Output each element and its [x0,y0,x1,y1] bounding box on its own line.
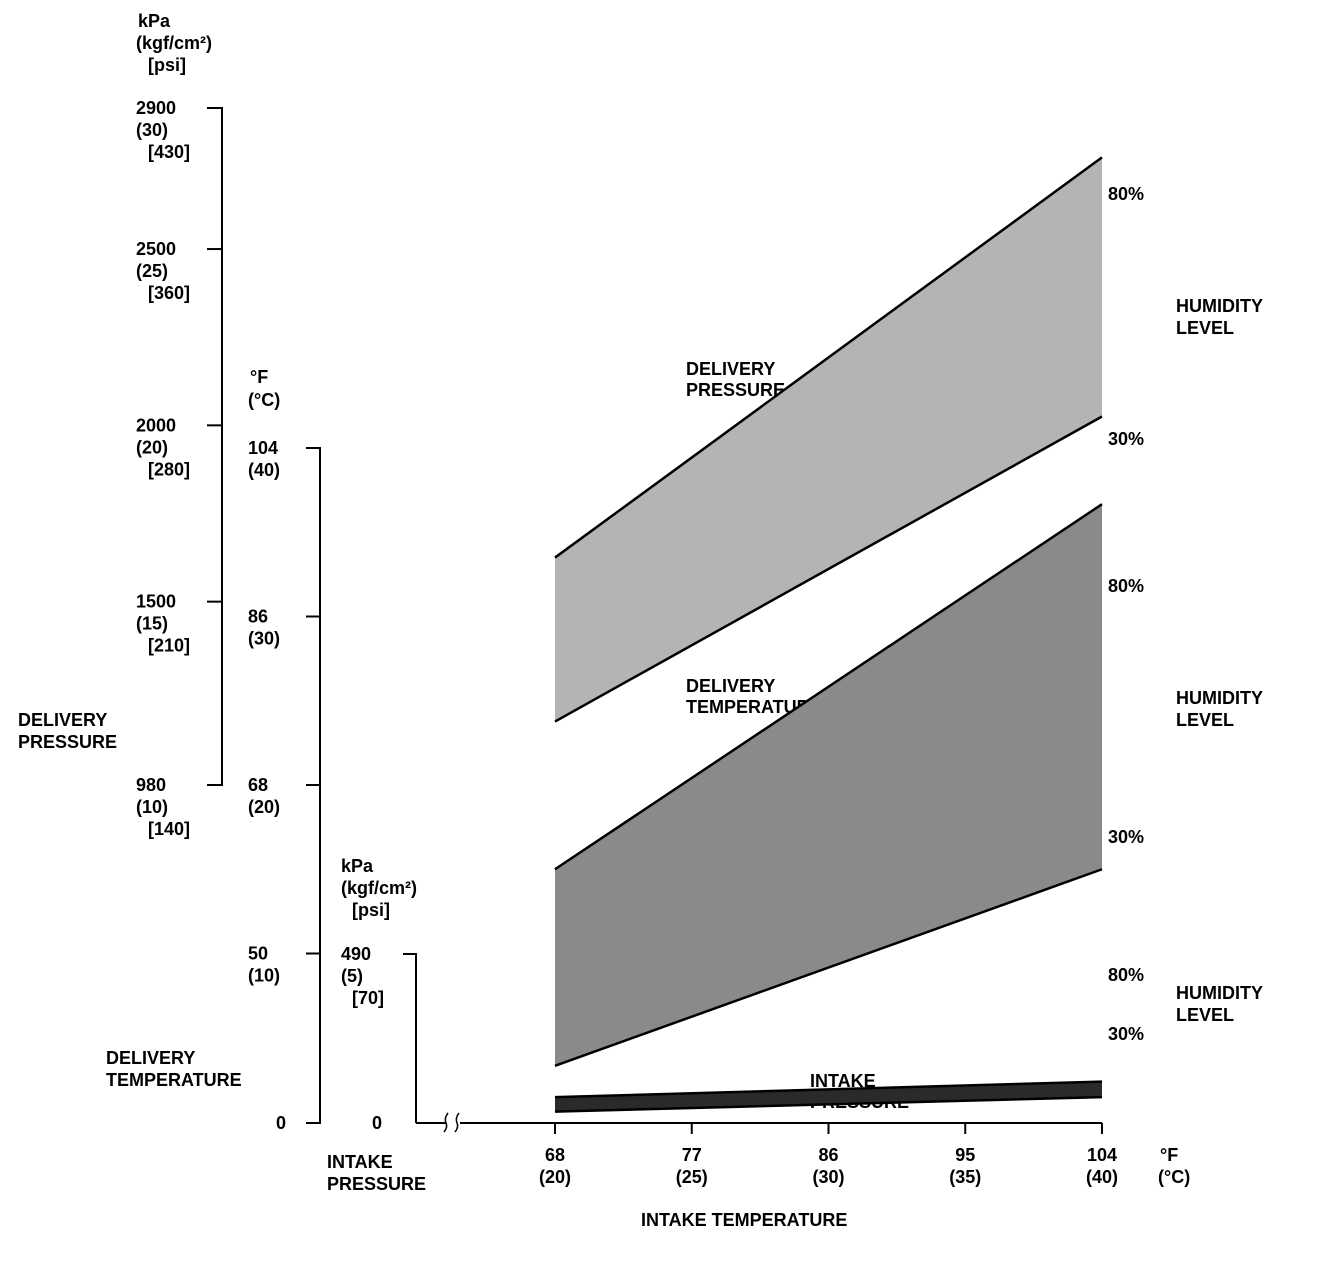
dp-zero-label: 0 [276,1113,286,1133]
dp-tick-label-kpa: 2000 [136,415,176,435]
x-tick-label-f: 104 [1087,1145,1117,1165]
dt-unit-c: (°C) [248,390,280,410]
ip-unit-psi: [psi] [352,900,390,920]
dp-tick-label-kpa: 980 [136,775,166,795]
dp-tick-label-kpa: 2900 [136,98,176,118]
x-tick-label-c: (35) [949,1167,981,1187]
dp-axis-title-1: DELIVERY [18,710,107,730]
x-tick-label-f: 86 [818,1145,838,1165]
axis-break-mark [454,1112,460,1133]
band-label-delivery-temperature-2: TEMPERATURE [686,697,822,717]
ip-tick-label-kgf: (5) [341,966,363,986]
ip-axis-title-2: PRESSURE [327,1174,426,1194]
dp-tick-label-kgf: (10) [136,797,168,817]
x-tick-label-f: 77 [682,1145,702,1165]
dp-tick-label-kgf: (20) [136,437,168,457]
x-tick-label-c: (20) [539,1167,571,1187]
dp-tick-label-psi: [280] [148,459,190,479]
axis-break-mark [443,1112,449,1133]
humidity-80-label-2: 80% [1108,576,1144,596]
x-tick-label-f: 68 [545,1145,565,1165]
band-label-intake-pressure-1: INTAKE [810,1071,876,1091]
band-edge-30-3 [554,1095,1103,1113]
dp-tick-label-psi: [140] [148,819,190,839]
humidity-level-label-1b: LEVEL [1176,318,1234,338]
humidity-30-label-1: 30% [1108,429,1144,449]
dt-tick-label-f: 68 [248,775,268,795]
x-tick-label-f: 95 [955,1145,975,1165]
dp-tick-label-kgf: (15) [136,614,168,634]
dp-tick-label-kgf: (30) [136,120,168,140]
dp-unit-kpa: kPa [138,11,171,31]
band-area-3 [555,1081,1102,1112]
dp-unit-kgf: (kgf/cm²) [136,33,212,53]
band-area-2 [555,504,1102,1066]
dt-axis-title-1: DELIVERY [106,1048,195,1068]
dp-tick-label-kpa: 1500 [136,592,176,612]
humidity-level-label-2a: HUMIDITY [1176,688,1263,708]
dp-tick-label-kpa: 2500 [136,239,176,259]
dt-unit-f: °F [250,367,268,387]
humidity-30-label-3: 30% [1108,1024,1144,1044]
dt-tick-label-f: 50 [248,944,268,964]
humidity-level-label-2b: LEVEL [1176,710,1234,730]
dp-tick-label-psi: [210] [148,636,190,656]
x-axis-title: INTAKE TEMPERATURE [641,1210,847,1230]
band-edge-30-2 [554,868,1103,1068]
dp-tick-label-kgf: (25) [136,261,168,281]
dt-tick-label-c: (30) [248,629,280,649]
x-tick-label-c: (30) [812,1167,844,1187]
ip-tick-label-psi: [70] [352,988,384,1008]
band-label-delivery-pressure-2: PRESSURE [686,380,785,400]
humidity-80-label-1: 80% [1108,184,1144,204]
dt-tick-label-c: (10) [248,966,280,986]
humidity-80-label-3: 80% [1108,965,1144,985]
band-label-delivery-pressure-1: DELIVERY [686,359,775,379]
humidity-level-label-3b: LEVEL [1176,1005,1234,1025]
dp-tick-label-psi: [430] [148,142,190,162]
dp-unit-psi: [psi] [148,55,186,75]
plot-area: 2900(30)[430]2500(25)[360]2000(20)[280]1… [136,98,1118,1187]
x-unit-c: (°C) [1158,1167,1190,1187]
dt-tick-label-c: (40) [248,460,280,480]
ip-axis-title-1: INTAKE [327,1152,393,1172]
dp-axis-title-2: PRESSURE [18,732,117,752]
ip-tick-label-kpa: 490 [341,944,371,964]
band-edge-80-3 [554,1080,1103,1099]
ip-zero-label: 0 [372,1113,382,1133]
humidity-level-label-1a: HUMIDITY [1176,296,1263,316]
band-label-delivery-temperature-1: DELIVERY [686,676,775,696]
x-tick-label-c: (40) [1086,1167,1118,1187]
dp-tick-label-psi: [360] [148,283,190,303]
ip-unit-kgf: (kgf/cm²) [341,878,417,898]
dt-axis-title-2: TEMPERATURE [106,1070,242,1090]
humidity-30-label-2: 30% [1108,827,1144,847]
dt-tick-label-f: 86 [248,607,268,627]
ip-unit-kpa: kPa [341,856,374,876]
dt-tick-label-f: 104 [248,438,278,458]
x-tick-label-c: (25) [676,1167,708,1187]
band-edge-30-1 [554,415,1103,723]
band-edge-80-2 [554,503,1103,871]
band-area-1 [555,157,1102,722]
dt-tick-label-c: (20) [248,797,280,817]
humidity-level-label-3a: HUMIDITY [1176,983,1263,1003]
band-edge-80-1 [554,156,1103,559]
x-unit-f: °F [1160,1145,1178,1165]
